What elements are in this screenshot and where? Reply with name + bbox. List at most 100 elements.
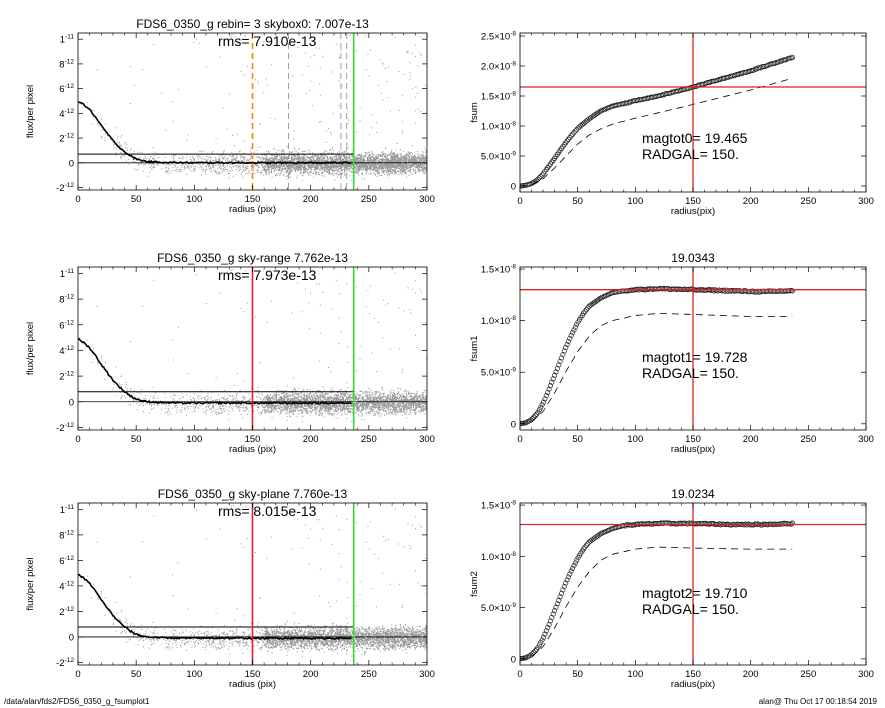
magnitude-annotation: magtot1= 19.728 xyxy=(642,349,748,365)
y-tick-label: 1.5×10-8 xyxy=(481,91,516,103)
y-tick-label: -2-12 xyxy=(56,657,74,669)
footer-timestamp: alan@ Thu Oct 17 00:18:54 2019 xyxy=(758,697,877,706)
x-axis-label: radius(pix) xyxy=(671,444,715,455)
y-tick-label: 2.0×10-8 xyxy=(481,61,516,73)
y-tick-label: -2-12 xyxy=(56,422,74,434)
band-points xyxy=(264,147,427,178)
x-tick-label: 100 xyxy=(627,434,643,445)
y-tick-label: -2-12 xyxy=(56,182,74,194)
magnitude-annotation: magtot0= 19.465 xyxy=(642,130,748,146)
x-axis-label: radius (pix) xyxy=(229,679,276,690)
x-tick-label: 50 xyxy=(572,196,583,207)
profile-line xyxy=(78,573,352,641)
y-tick-label: 1.0×10-8 xyxy=(481,315,516,327)
x-tick-label: 0 xyxy=(517,669,522,680)
magnitude-annotation: RADGAL= 150. xyxy=(642,365,739,381)
magnitude-annotation: magtot2= 19.710 xyxy=(642,585,748,601)
y-tick-label: 0 xyxy=(69,397,74,408)
rms-annotation: rms= 8.015e-13 xyxy=(218,503,317,519)
x-tick-label: 150 xyxy=(685,196,701,207)
footer-path: /data/alan/fds2/FDS6_0350_g_fsumplot1 xyxy=(4,697,150,706)
plot-area xyxy=(78,267,427,430)
x-tick-label: 150 xyxy=(685,434,701,445)
y-axis-label: fsum1 xyxy=(469,336,480,362)
y-tick-label: 4-12 xyxy=(59,580,74,592)
x-tick-label: 100 xyxy=(627,669,643,680)
y-tick-label: 1.5×10-8 xyxy=(481,264,516,276)
x-tick-label: 50 xyxy=(131,669,142,680)
x-tick-label: 200 xyxy=(303,194,319,205)
y-axis-label: flux/per pixel xyxy=(25,322,36,375)
y-tick-label: 1-11 xyxy=(60,268,75,280)
plot-area xyxy=(78,503,427,665)
y-tick-label: 0 xyxy=(69,158,74,169)
x-tick-label: 100 xyxy=(186,194,202,205)
y-tick-label: 4-12 xyxy=(59,108,74,120)
x-tick-label: 0 xyxy=(517,434,522,445)
profile-line xyxy=(78,101,352,165)
x-tick-label: 250 xyxy=(361,434,377,445)
y-axis-label: flux/per pixel xyxy=(25,85,36,138)
y-tick-label: 5.0×10-9 xyxy=(481,151,516,163)
rms-annotation: rms= 7.973e-13 xyxy=(218,267,317,283)
scatter-points xyxy=(87,34,427,182)
plot-area xyxy=(520,33,866,192)
y-axis-label: fsum xyxy=(469,102,480,123)
y-tick-label: 1.5×10-8 xyxy=(481,500,516,512)
y-tick-label: 8-12 xyxy=(59,294,74,306)
dashed-curve xyxy=(520,312,793,425)
x-tick-label: 100 xyxy=(627,196,643,207)
y-tick-label: 0 xyxy=(511,419,516,430)
x-tick-label: 0 xyxy=(75,669,80,680)
y-tick-label: 5.0×10-9 xyxy=(481,602,516,614)
x-tick-label: 200 xyxy=(303,669,319,680)
y-tick-label: 1-11 xyxy=(60,34,75,46)
y-tick-label: 2-12 xyxy=(59,133,74,145)
x-tick-label: 300 xyxy=(858,669,874,680)
x-tick-label: 200 xyxy=(743,434,759,445)
y-tick-label: 0 xyxy=(511,654,516,665)
y-tick-label: 1-11 xyxy=(60,504,75,516)
plot-area xyxy=(520,503,866,665)
rms-annotation: rms= 7.910e-13 xyxy=(218,33,317,49)
x-tick-label: 300 xyxy=(419,194,435,205)
x-axis-label: radius (pix) xyxy=(229,204,276,215)
y-tick-label: 8-12 xyxy=(59,529,74,541)
y-tick-label: 5.0×10-9 xyxy=(481,367,516,379)
chart-title: 19.0234 xyxy=(671,487,715,501)
dashed-curve xyxy=(520,77,793,187)
y-tick-label: 6-12 xyxy=(59,555,74,567)
x-tick-label: 250 xyxy=(361,194,377,205)
x-tick-label: 0 xyxy=(517,196,522,207)
y-axis-label: fsum2 xyxy=(469,571,480,597)
x-tick-label: 100 xyxy=(186,434,202,445)
panel-1: rms= 7.910e-130 50 100 150 200 250 300-2-1202-… xyxy=(25,17,435,215)
chart-title: FDS6_0350_g rebin= 3 skybox0: 7.007e-13 xyxy=(136,17,369,31)
magnitude-annotation: RADGAL= 150. xyxy=(642,601,739,617)
y-tick-label: 0 xyxy=(511,182,516,193)
x-tick-label: 200 xyxy=(743,669,759,680)
chart-title: FDS6_0350_g sky-plane 7.760e-13 xyxy=(158,487,348,501)
x-tick-label: 300 xyxy=(419,434,435,445)
x-tick-label: 300 xyxy=(858,196,874,207)
y-axis-label: flux/per pixel xyxy=(25,557,36,610)
y-tick-label: 1.0×10-8 xyxy=(481,551,516,563)
panel-5: rms= 8.015e-130 50 100 150 200 250 300-2-1202-… xyxy=(25,487,435,690)
cumulative-curve xyxy=(520,54,796,189)
x-tick-label: 150 xyxy=(245,669,261,680)
x-tick-label: 250 xyxy=(800,196,816,207)
x-tick-label: 0 xyxy=(75,434,80,445)
dashed-curve xyxy=(520,546,793,660)
cumulative-markers xyxy=(520,54,796,189)
x-tick-label: 100 xyxy=(186,669,202,680)
y-tick-label: 0 xyxy=(69,632,74,643)
x-tick-label: 0 xyxy=(75,194,80,205)
y-tick-label: 6-12 xyxy=(59,319,74,331)
panel-3: rms= 7.973e-130 50 100 150 200 250 300-2-1202-… xyxy=(25,251,435,455)
y-tick-label: 2-12 xyxy=(59,606,74,618)
x-tick-label: 300 xyxy=(858,434,874,445)
x-tick-label: 150 xyxy=(245,434,261,445)
x-tick-label: 150 xyxy=(245,194,261,205)
